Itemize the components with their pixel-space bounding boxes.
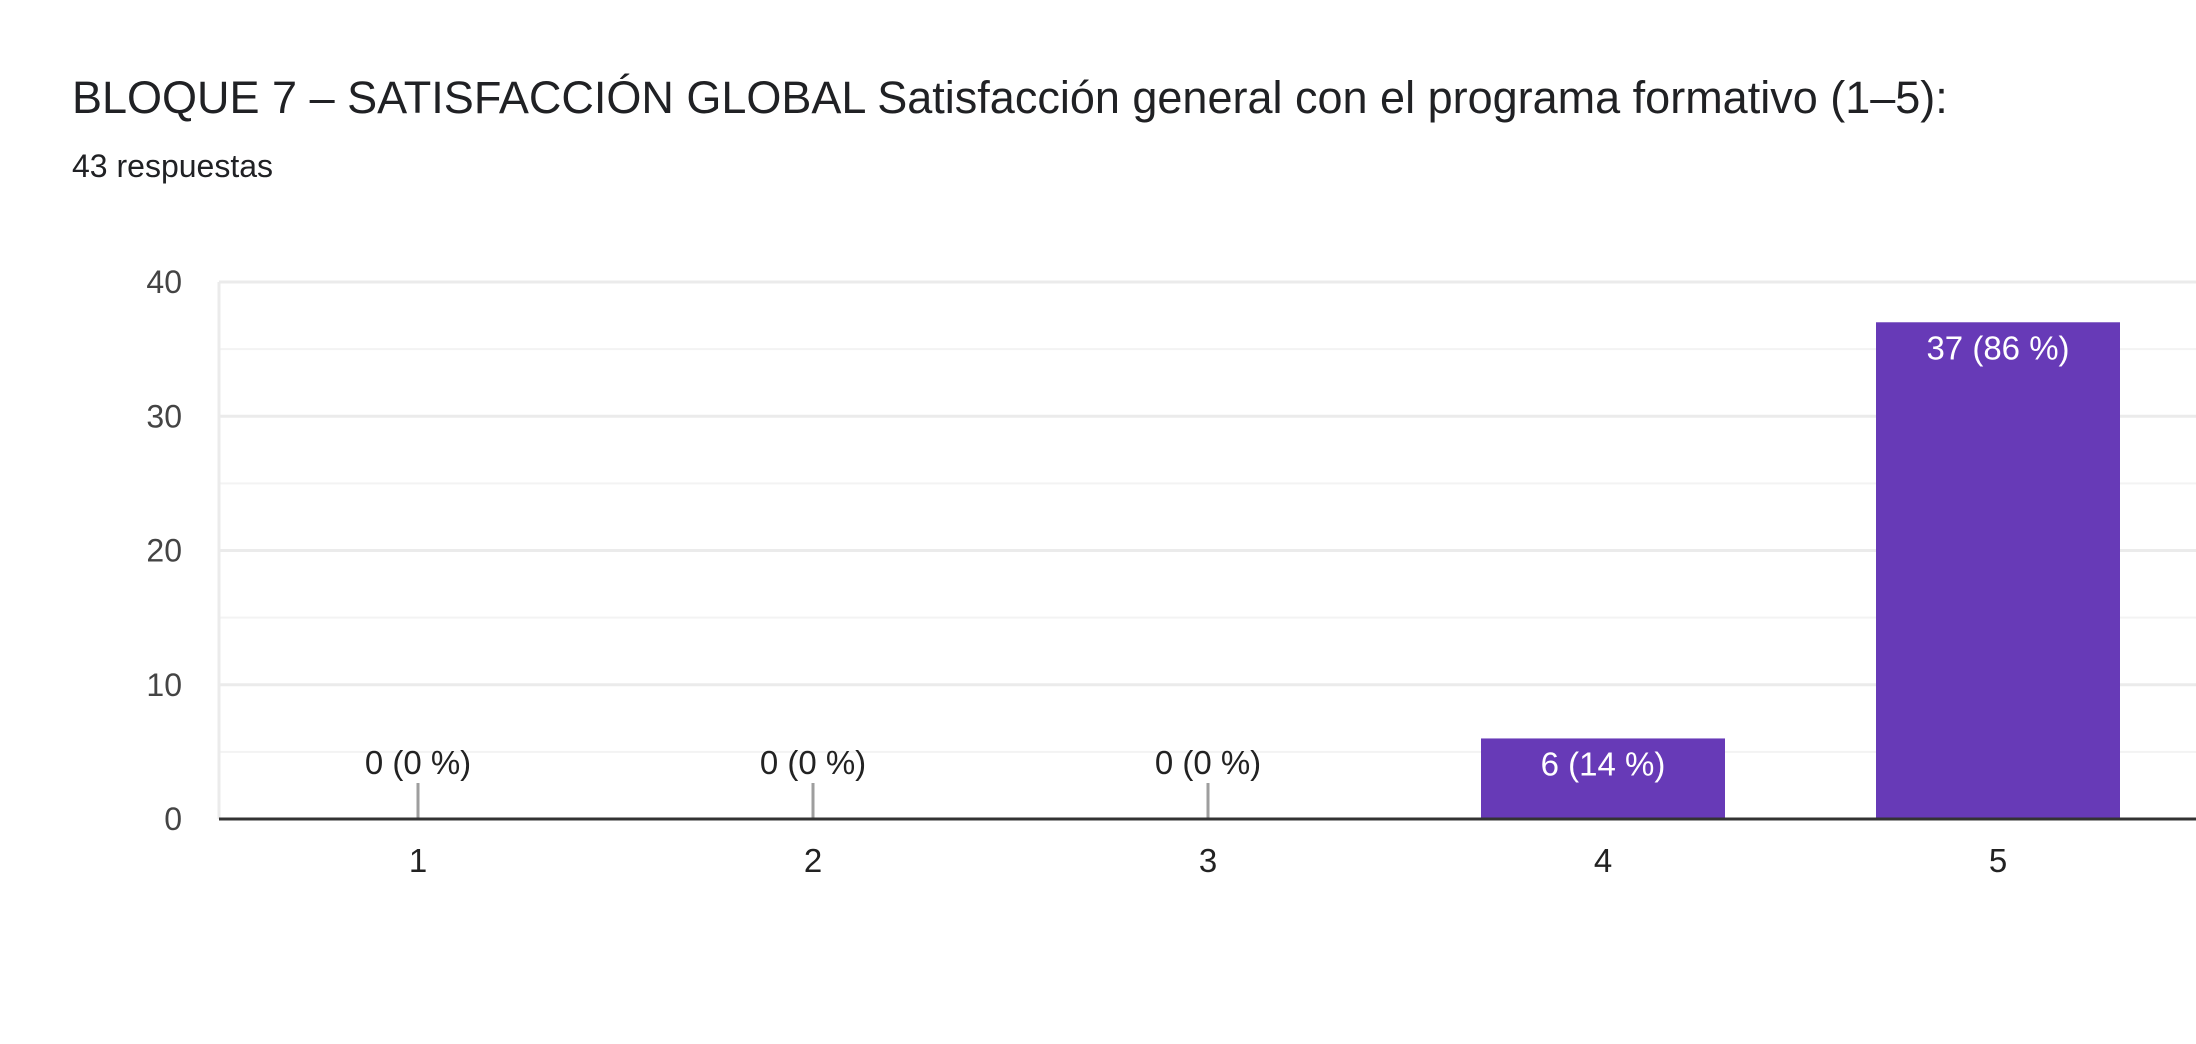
x-tick-label-2: 2 xyxy=(804,842,822,879)
x-tick-label-4: 4 xyxy=(1594,842,1612,879)
bar-5 xyxy=(1876,322,2120,819)
y-tick-label: 20 xyxy=(146,533,182,569)
response-count: 43 respuestas xyxy=(72,148,274,184)
x-tick-label-3: 3 xyxy=(1199,842,1217,879)
data-label-2: 0 (0 %) xyxy=(760,744,866,781)
data-label-1: 0 (0 %) xyxy=(365,744,471,781)
bar-4 xyxy=(1481,738,1725,819)
x-tick-label-5: 5 xyxy=(1989,842,2007,879)
chart-title: BLOQUE 7 – SATISFACCIÓN GLOBAL Satisfacc… xyxy=(72,72,1948,123)
y-tick-label: 30 xyxy=(146,398,182,434)
x-tick-label-1: 1 xyxy=(409,842,427,879)
data-label-3: 0 (0 %) xyxy=(1155,744,1261,781)
y-tick-label: 40 xyxy=(146,264,182,300)
y-tick-label: 10 xyxy=(146,667,182,703)
data-label-5: 37 (86 %) xyxy=(1926,329,2069,366)
y-tick-label: 0 xyxy=(164,801,182,837)
data-label-4: 6 (14 %) xyxy=(1541,745,1666,782)
